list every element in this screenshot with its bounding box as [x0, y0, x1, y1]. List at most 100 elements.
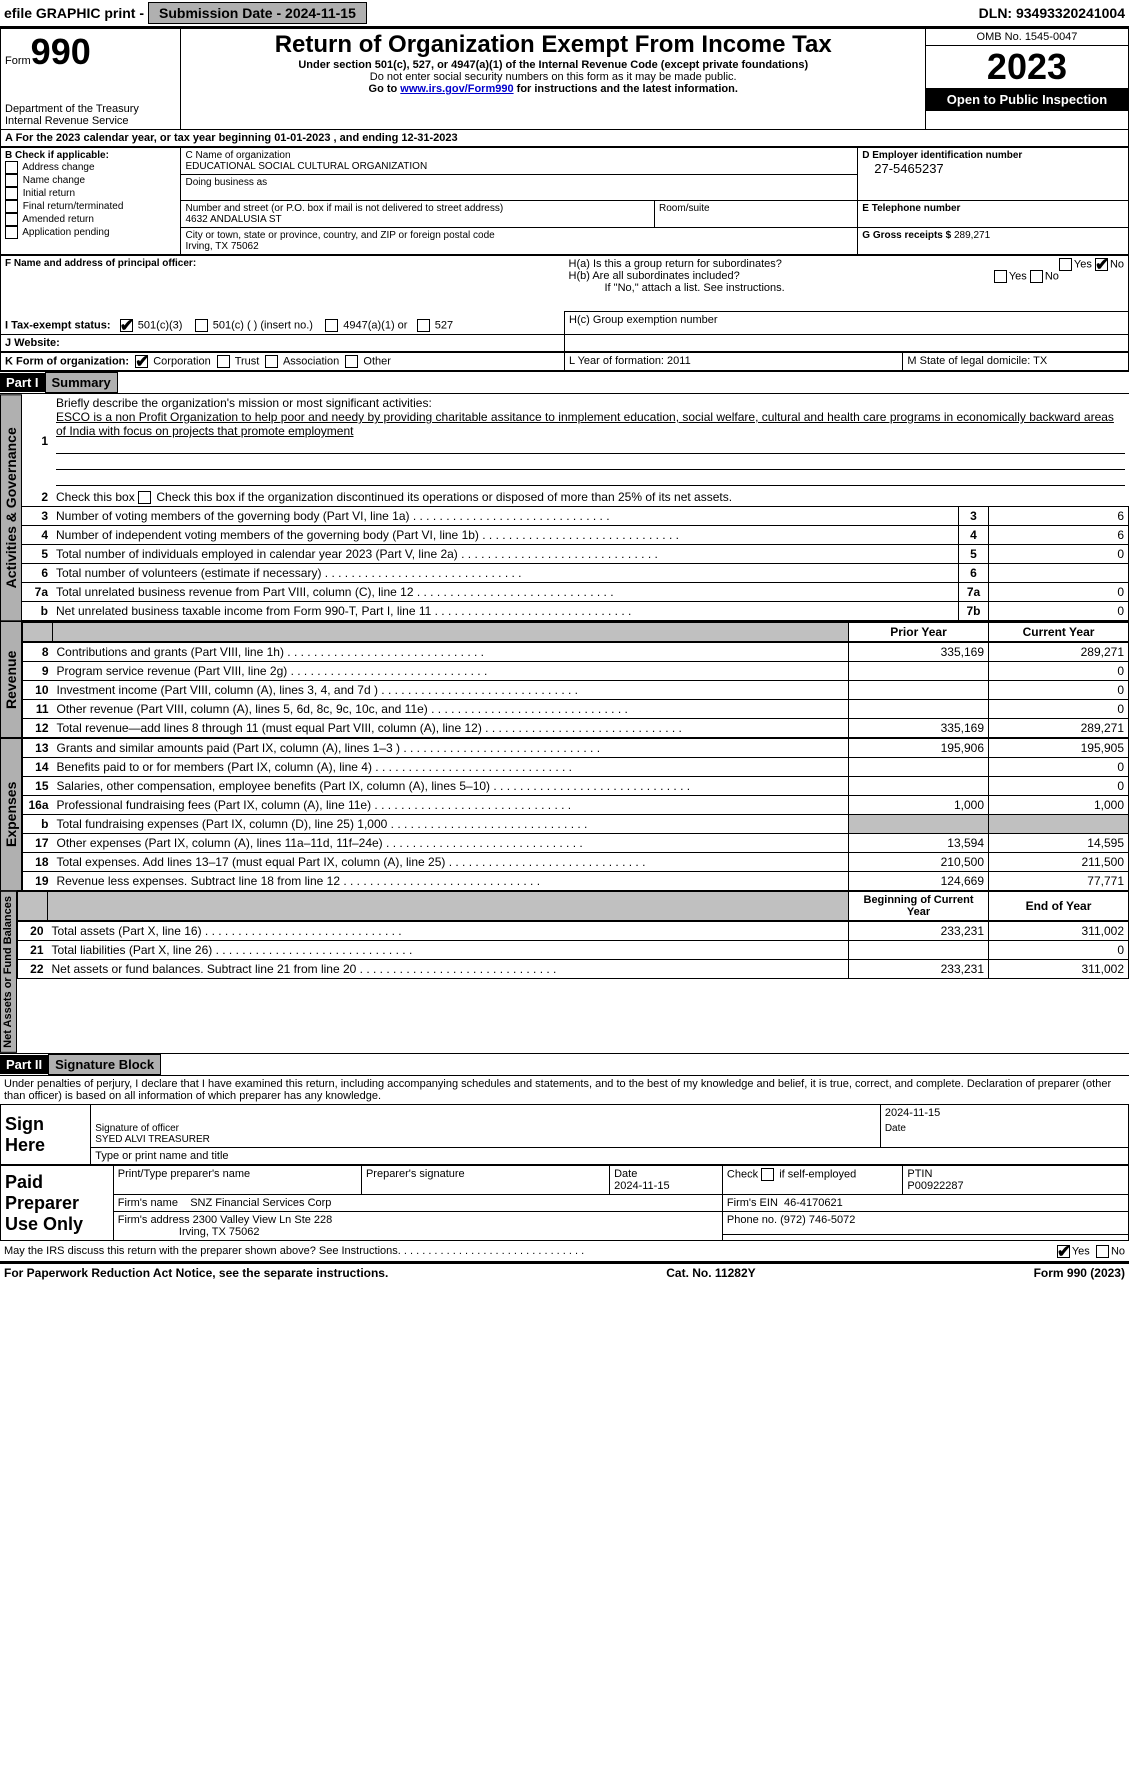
gov-section: Activities & Governance 1 Briefly descri…: [0, 394, 1129, 621]
omb: OMB No. 1545-0047: [926, 29, 1128, 46]
phone-label: Phone no.: [727, 1214, 777, 1226]
l1-text: ESCO is a non Profit Organization to hel…: [56, 410, 1114, 438]
checkbox-527[interactable]: [417, 319, 430, 332]
sub3-pre: Go to: [369, 83, 401, 95]
e-label: E Telephone number: [862, 203, 1124, 214]
ha-no[interactable]: [1095, 258, 1108, 271]
ha-yes[interactable]: [1059, 258, 1072, 271]
self-emp-check[interactable]: [761, 1168, 774, 1181]
l2-check[interactable]: [138, 491, 151, 504]
k-other[interactable]: [345, 355, 358, 368]
checkbox-501c[interactable]: [195, 319, 208, 332]
table-row: 19 Revenue less expenses. Subtract line …: [23, 872, 1129, 891]
l-label: L Year of formation: 2011: [565, 353, 903, 371]
table-row: 12 Total revenue—add lines 8 through 11 …: [23, 719, 1129, 738]
checkbox-amended[interactable]: [5, 213, 18, 226]
i-row: I Tax-exempt status: 501(c)(3) 501(c) ( …: [5, 319, 560, 332]
b-opt-1: Name change: [5, 174, 176, 187]
checkbox-name[interactable]: [5, 174, 18, 187]
exp-side: Expenses: [0, 738, 22, 891]
prep-date: 2024-11-15: [614, 1180, 669, 1192]
paid-label: Paid Preparer Use Only: [1, 1166, 114, 1241]
hb-note: If "No," attach a list. See instructions…: [569, 282, 1125, 294]
discuss-yes[interactable]: [1057, 1245, 1070, 1258]
hc-row: H(c) Group exemption number: [565, 311, 1129, 334]
c-room-label: Room/suite: [659, 203, 853, 214]
line-a: A For the 2023 calendar year, or tax yea…: [0, 130, 1129, 147]
c-street: 4632 ANDALUSIA ST: [185, 214, 650, 225]
rev-prior-hdr: Prior Year: [849, 622, 989, 642]
checkbox-pending[interactable]: [5, 226, 18, 239]
addr2: Irving, TX 75062: [179, 1226, 260, 1238]
c-city: Irving, TX 75062: [185, 241, 853, 252]
c-name: EDUCATIONAL SOCIAL CULTURAL ORGANIZATION: [185, 161, 853, 172]
k-corp[interactable]: [135, 355, 148, 368]
c-name-label: C Name of organization: [185, 150, 853, 161]
k-trust[interactable]: [217, 355, 230, 368]
efile-label: efile GRAPHIC print -: [4, 5, 144, 21]
net-side: Net Assets or Fund Balances: [0, 891, 17, 1053]
table-row: 14 Benefits paid to or for members (Part…: [23, 758, 1129, 777]
hb-no[interactable]: [1030, 270, 1043, 283]
table-row: 13 Grants and similar amounts paid (Part…: [23, 739, 1129, 758]
table-row: 17 Other expenses (Part IX, column (A), …: [23, 834, 1129, 853]
sub1: Under section 501(c), 527, or 4947(a)(1)…: [185, 59, 920, 71]
part-ii-bar: Part II: [0, 1055, 48, 1074]
prep-date-label: Date: [614, 1168, 637, 1180]
part-ii-title: Signature Block: [48, 1054, 161, 1075]
table-row: 7a Total unrelated business revenue from…: [22, 583, 1129, 602]
perjury-text: Under penalties of perjury, I declare th…: [0, 1076, 1129, 1104]
addr-label: Firm's address: [118, 1214, 190, 1226]
table-row: 20 Total assets (Part X, line 16) 233,23…: [18, 922, 1129, 941]
irs-label: Internal Revenue Service: [5, 115, 176, 127]
sign-here-label: Sign Here: [1, 1105, 91, 1165]
prep-sig-label: Preparer's signature: [361, 1166, 609, 1195]
sign-here-table: Sign Here 2024-11-15 Signature of office…: [0, 1104, 1129, 1165]
identity-block: B Check if applicable: Address change Na…: [0, 147, 1129, 255]
table-row: 3 Number of voting members of the govern…: [22, 507, 1129, 526]
exp-rows: 13 Grants and similar amounts paid (Part…: [22, 738, 1129, 891]
exp-section: Expenses 13 Grants and similar amounts p…: [0, 738, 1129, 891]
discuss-no[interactable]: [1096, 1245, 1109, 1258]
checkbox-initial[interactable]: [5, 187, 18, 200]
c-city-label: City or town, state or province, country…: [185, 230, 853, 241]
g-value: 289,271: [954, 230, 990, 241]
ein: 46-4170621: [784, 1197, 843, 1209]
b-title: B Check if applicable:: [5, 150, 176, 161]
net-section: Net Assets or Fund Balances Beginning of…: [0, 891, 1129, 1053]
net-prior-hdr: Beginning of Current Year: [849, 892, 989, 921]
table-row: b Total fundraising expenses (Part IX, c…: [23, 815, 1129, 834]
rev-section: Revenue Prior YearCurrent Year 8 Contrib…: [0, 621, 1129, 738]
self-emp: Check if self-employed: [722, 1166, 902, 1195]
b-opt-4: Amended return: [5, 213, 176, 226]
k-assoc[interactable]: [265, 355, 278, 368]
footer-right: Form 990 (2023): [1034, 1266, 1125, 1280]
checkbox-501c3[interactable]: [120, 319, 133, 332]
j-label: J Website:: [1, 335, 565, 352]
tax-year: 2023: [926, 46, 1128, 88]
part-i-bar: Part I: [0, 373, 45, 392]
b-opt-3: Final return/terminated: [5, 200, 176, 213]
l1-label: Briefly describe the organization's miss…: [56, 396, 432, 410]
d-value: 27-5465237: [862, 161, 1124, 176]
table-row: 9 Program service revenue (Part VIII, li…: [23, 662, 1129, 681]
checkbox-addr[interactable]: [5, 161, 18, 174]
table-row: 21 Total liabilities (Part X, line 26) 0: [18, 941, 1129, 960]
sub2: Do not enter social security numbers on …: [185, 71, 920, 83]
hb-yes[interactable]: [994, 270, 1007, 283]
checkbox-final[interactable]: [5, 200, 18, 213]
checkbox-4947[interactable]: [325, 319, 338, 332]
m-label: M State of legal domicile: TX: [903, 353, 1129, 371]
rev-side: Revenue: [0, 621, 22, 738]
gov-side: Activities & Governance: [0, 394, 22, 621]
sig-officer-label: Signature of officer: [95, 1123, 876, 1134]
table-row: 4 Number of independent voting members o…: [22, 526, 1129, 545]
ha-row: H(a) Is this a group return for subordin…: [569, 258, 1125, 270]
irs-link[interactable]: www.irs.gov/Form990: [400, 83, 513, 95]
form-header-table: Form990 Department of the Treasury Inter…: [0, 28, 1129, 130]
table-row: b Net unrelated business taxable income …: [22, 602, 1129, 621]
sub3: Go to www.irs.gov/Form990 for instructio…: [185, 83, 920, 95]
net-rows: 20 Total assets (Part X, line 16) 233,23…: [17, 921, 1129, 979]
fhijklm-block: F Name and address of principal officer:…: [0, 255, 1129, 352]
table-row: 11 Other revenue (Part VIII, column (A),…: [23, 700, 1129, 719]
